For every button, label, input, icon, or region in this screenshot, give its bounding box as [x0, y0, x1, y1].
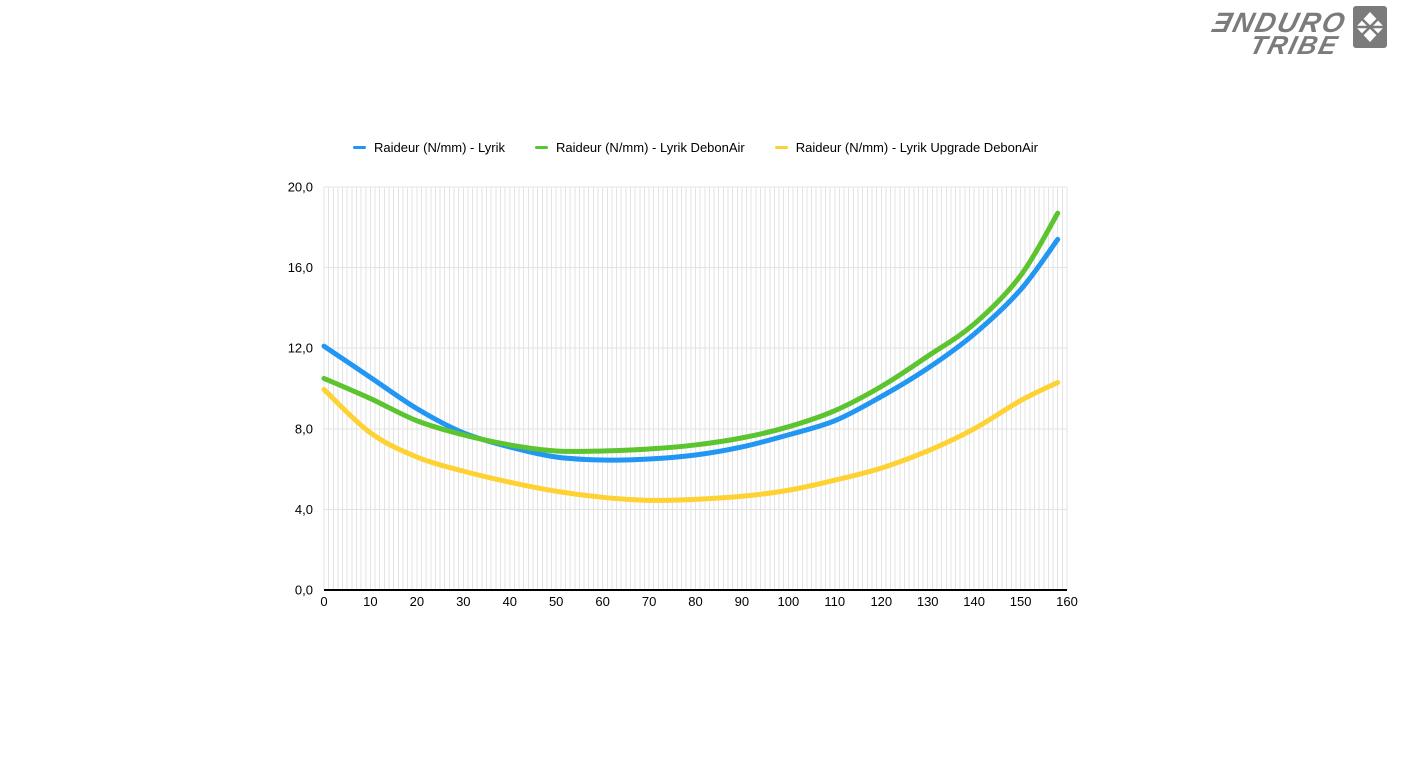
endurotribe-logo: ƎNDURO TRIBE: [1209, 6, 1387, 60]
chart-legend: Raideur (N/mm) - Lyrik Raideur (N/mm) - L…: [324, 140, 1067, 155]
y-tick-label: 0,0: [295, 583, 313, 598]
x-tick-label: 120: [870, 594, 892, 609]
legend-label-lyrik-upgrade-debonair: Raideur (N/mm) - Lyrik Upgrade DebonAir: [795, 140, 1039, 155]
curve-lyrik: [321, 236, 1061, 463]
legend-item-lyrik: Raideur (N/mm) - Lyrik: [352, 140, 505, 155]
x-axis-tick-labels: 0 10 20 30 40 50 60 70 80 90 100 110 120 130 140 150 160: [320, 594, 1077, 609]
legend-item-lyrik-debonair: Raideur (N/mm) - Lyrik DebonAir: [534, 140, 745, 155]
legend-swatch-lyrik-upgrade-debonair: [774, 146, 788, 149]
y-tick-label: 4,0: [295, 502, 313, 517]
x-tick-label: 50: [549, 594, 563, 609]
x-tick-label: 80: [688, 594, 702, 609]
x-tick-label: 0: [320, 594, 327, 609]
legend-item-lyrik-upgrade-debonair: Raideur (N/mm) - Lyrik Upgrade DebonAir: [774, 140, 1039, 155]
x-tick-label: 90: [735, 594, 749, 609]
legend-swatch-lyrik: [352, 146, 366, 149]
y-tick-label: 20,0: [288, 180, 313, 195]
y-tick-label: 8,0: [295, 421, 313, 436]
x-tick-label: 160: [1056, 594, 1078, 609]
x-tick-label: 60: [595, 594, 609, 609]
vertical-gridlines: [323, 187, 1068, 590]
x-tick-label: 10: [363, 594, 377, 609]
x-tick-label: 20: [410, 594, 424, 609]
y-axis-tick-labels: 0,0 4,0 8,0 12,0 16,0 20,0: [288, 180, 313, 598]
y-tick-label: 12,0: [288, 341, 313, 356]
y-tick-label: 16,0: [288, 260, 313, 275]
spoked-wheel-icon: [1353, 6, 1387, 48]
legend-swatch-lyrik-debonair: [534, 146, 548, 149]
x-tick-label: 150: [1010, 594, 1032, 609]
x-tick-label: 40: [503, 594, 517, 609]
legend-label-lyrik-debonair: Raideur (N/mm) - Lyrik DebonAir: [555, 140, 745, 155]
x-tick-label: 30: [456, 594, 470, 609]
curve-lyrik-debonair: [321, 210, 1061, 454]
x-tick-label: 100: [778, 594, 800, 609]
legend-label-lyrik: Raideur (N/mm) - Lyrik: [373, 140, 505, 155]
x-tick-label: 110: [824, 594, 845, 609]
x-tick-label: 140: [963, 594, 985, 609]
x-tick-label: 70: [642, 594, 656, 609]
curve-lyrik-upgrade-debonair: [321, 379, 1061, 503]
x-tick-label: 130: [917, 594, 939, 609]
